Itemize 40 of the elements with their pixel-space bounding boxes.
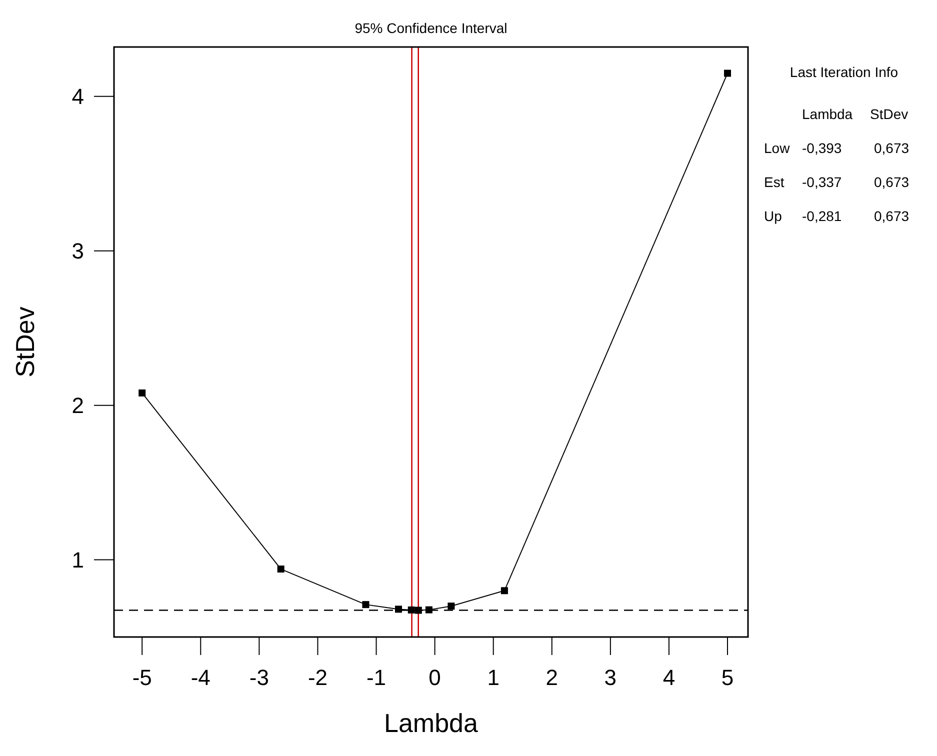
chart-title: 95% Confidence Interval [354, 20, 508, 36]
y-tick-label: 1 [72, 547, 84, 572]
x-tick-label: 5 [721, 665, 734, 690]
text: -0,393 [802, 140, 842, 156]
text: -0,337 [802, 174, 842, 190]
text: Lambda [802, 106, 853, 122]
text: 0,673 [874, 174, 910, 190]
x-tick-label: -2 [308, 665, 328, 690]
x-axis-title: Lambda [384, 708, 479, 738]
point [414, 606, 422, 614]
x-tick-label: 0 [428, 665, 441, 690]
x-tick-label: 3 [604, 665, 617, 690]
point [448, 602, 455, 610]
y-tick-label: 3 [72, 238, 84, 264]
x-tick-label: 2 [546, 665, 558, 690]
x-tick-label: 4 [662, 665, 676, 690]
point [408, 606, 415, 614]
y-axis-title: StDev [10, 306, 40, 378]
point [500, 587, 508, 594]
text: 0,673 [874, 208, 910, 224]
text: 0,673 [874, 140, 910, 156]
text: Up [764, 208, 782, 224]
x-tick-label: -1 [366, 665, 386, 690]
text: Est [764, 174, 784, 190]
point [138, 389, 146, 396]
point [425, 606, 432, 614]
text: Last Iteration Info [790, 64, 898, 80]
point [395, 606, 402, 613]
x-tick-label: 1 [487, 665, 500, 690]
text: -0,281 [802, 208, 842, 224]
text: StDev [870, 106, 908, 122]
point [362, 601, 370, 608]
y-tick-label: 4 [72, 84, 84, 110]
text: Low [764, 140, 791, 156]
x-tick-label: -5 [132, 665, 152, 690]
point [724, 70, 732, 77]
point [277, 566, 284, 573]
x-tick-label: -3 [249, 665, 269, 690]
y-tick-label: 2 [72, 393, 84, 418]
x-tick-label: -4 [190, 665, 210, 690]
